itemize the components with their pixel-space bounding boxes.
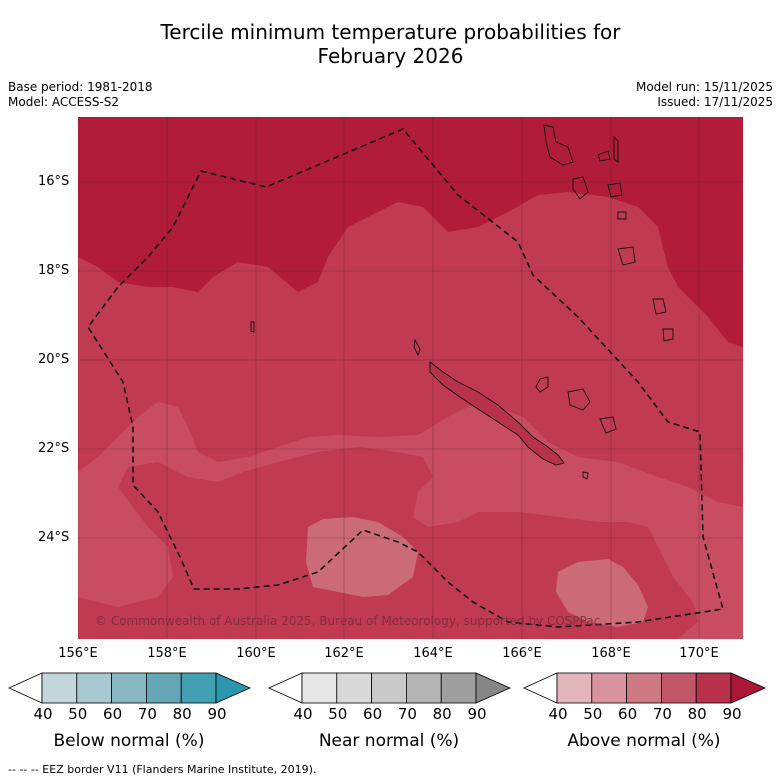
below-cbar-tick-label: 90 (207, 705, 227, 723)
above-cbar-tick-label: 70 (652, 705, 672, 723)
above-cbar-segment (626, 672, 662, 704)
mare-island (567, 388, 591, 411)
meta-left: Base period: 1981-2018 Model: ACCESS-S2 (8, 80, 153, 110)
new-caledonia-island (429, 361, 565, 466)
near-cbar-segment (301, 672, 338, 704)
near-cbar-tick-label: 60 (363, 705, 383, 723)
lon-label-164e: 164°E (413, 646, 453, 661)
below-cbar-segment (41, 672, 78, 704)
above-cbar-tick-label: 80 (687, 705, 707, 723)
lon-label-168e: 168°E (591, 646, 631, 661)
efate-island (617, 211, 627, 220)
above-cbar-segment (556, 672, 593, 704)
lat-label-22s: 22°S (38, 441, 70, 456)
below-cbar-extend-low (8, 672, 43, 704)
eez-border (87, 128, 725, 628)
region-above-50-60-a (306, 517, 418, 597)
issued-date: Issued: 17/11/2025 (657, 95, 773, 109)
colorbar-near-title: Near normal (%) (318, 731, 460, 751)
region-above-50-60-b (556, 559, 648, 627)
espiritu-santo-island (543, 124, 574, 166)
near-cbar-tick-label: 80 (432, 705, 452, 723)
region-above-60-70 (78, 402, 743, 639)
below-cbar-tick-label: 80 (172, 705, 192, 723)
near-cbar-tick-label: 50 (328, 705, 348, 723)
colorbar-above-title: Above normal (%) (567, 731, 721, 751)
lifou-island (535, 376, 549, 393)
title-line-2: February 2026 (317, 44, 464, 68)
above-cbar-tick-label: 50 (583, 705, 603, 723)
below-cbar-segment (180, 672, 217, 704)
lat-label-20s: 20°S (38, 352, 70, 367)
eez-legend-note: -- -- -- EEZ border V11 (Flanders Marine… (8, 763, 317, 776)
colorbar-above (523, 672, 766, 704)
below-cbar-tick-label: 60 (103, 705, 123, 723)
above-cbar-extend-low (523, 672, 558, 704)
near-cbar-tick-label: 70 (397, 705, 417, 723)
near-cbar-extend-low (268, 672, 303, 704)
aneityum-island (662, 328, 674, 342)
below-cbar-tick-label: 50 (68, 705, 88, 723)
lon-label-158e: 158°E (147, 646, 187, 661)
below-cbar-segment (76, 672, 113, 704)
lat-label-16s: 16°S (38, 174, 70, 189)
malakula-island (572, 176, 589, 200)
near-cbar-extend-high (475, 672, 511, 704)
model-run: Model run: 15/11/2025 (635, 80, 773, 94)
above-cbar-tick-label: 90 (722, 705, 742, 723)
above-cbar-tick-label: 60 (618, 705, 638, 723)
near-cbar-tick-label: 90 (467, 705, 487, 723)
lat-label-24s: 24°S (38, 530, 70, 545)
island-small-a (413, 338, 421, 357)
colorbar-below (8, 672, 251, 704)
above-cbar-extend-high (730, 672, 766, 704)
map[interactable]: © Commonwealth of Australia 2025, Bureau… (77, 117, 743, 639)
title-line-1: Tercile minimum temperature probabilitie… (160, 20, 621, 44)
island-small-d (250, 321, 255, 333)
lat-label-18s: 18°S (38, 263, 70, 278)
island-small-c (582, 471, 589, 480)
lon-label-162e: 162°E (324, 646, 364, 661)
above-cbar-segment (591, 672, 628, 704)
below-cbar-segment (111, 672, 147, 704)
model-name: Model: ACCESS-S2 (8, 95, 120, 109)
lon-label-166e: 166°E (502, 646, 542, 661)
near-cbar-segment (336, 672, 373, 704)
lon-label-156e: 156°E (58, 646, 98, 661)
gridlines (77, 117, 743, 639)
tanna-island (652, 298, 667, 315)
below-cbar-extend-high (215, 672, 251, 704)
lon-label-160e: 160°E (236, 646, 276, 661)
chart-title: Tercile minimum temperature probabilitie… (0, 20, 781, 68)
erromango-island (617, 246, 636, 266)
below-cbar-tick-label: 40 (33, 705, 53, 723)
colorbar-near (268, 672, 511, 704)
near-cbar-segment (405, 672, 442, 704)
below-cbar-segment (145, 672, 182, 704)
near-cbar-segment (440, 672, 477, 704)
island-small-f (613, 135, 619, 163)
below-cbar-tick-label: 70 (137, 705, 157, 723)
island-small-e (597, 150, 611, 162)
region-above-80-90 (78, 117, 743, 347)
above-cbar-tick-label: 40 (548, 705, 568, 723)
island-small-g (607, 182, 623, 198)
base-period: Base period: 1981-2018 (8, 80, 153, 94)
meta-right: Model run: 15/11/2025 Issued: 17/11/2025 (636, 80, 773, 110)
above-cbar-segment (695, 672, 732, 704)
near-cbar-segment (371, 672, 407, 704)
lon-label-170e: 170°E (679, 646, 719, 661)
copyright-note: © Commonwealth of Australia 2025, Bureau… (95, 614, 601, 628)
island-small-b (599, 416, 617, 434)
near-cbar-tick-label: 40 (293, 705, 313, 723)
colorbar-below-title: Below normal (%) (53, 731, 205, 751)
map-svg (77, 117, 743, 639)
above-cbar-segment (660, 672, 697, 704)
